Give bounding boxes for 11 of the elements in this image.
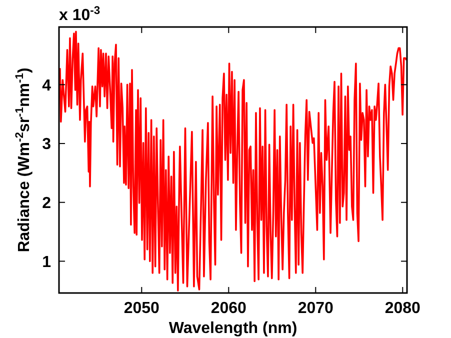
x-axis-title: Wavelength (nm) (168, 320, 298, 337)
text: x 10$^{-3}$ (59, 5, 100, 24)
y-tick-label: 2 (42, 194, 52, 212)
line-series (59, 30, 407, 292)
y-tick-label: 3 (42, 136, 52, 154)
x-tick-label: 2070 (298, 300, 334, 317)
x-tick-label: 2050 (124, 300, 160, 317)
x-tick-label: 2060 (210, 300, 247, 317)
x-tick-label: 2080 (384, 300, 421, 317)
y-tick-label: 4 (42, 77, 52, 94)
y-tick-label: 1 (42, 254, 52, 271)
